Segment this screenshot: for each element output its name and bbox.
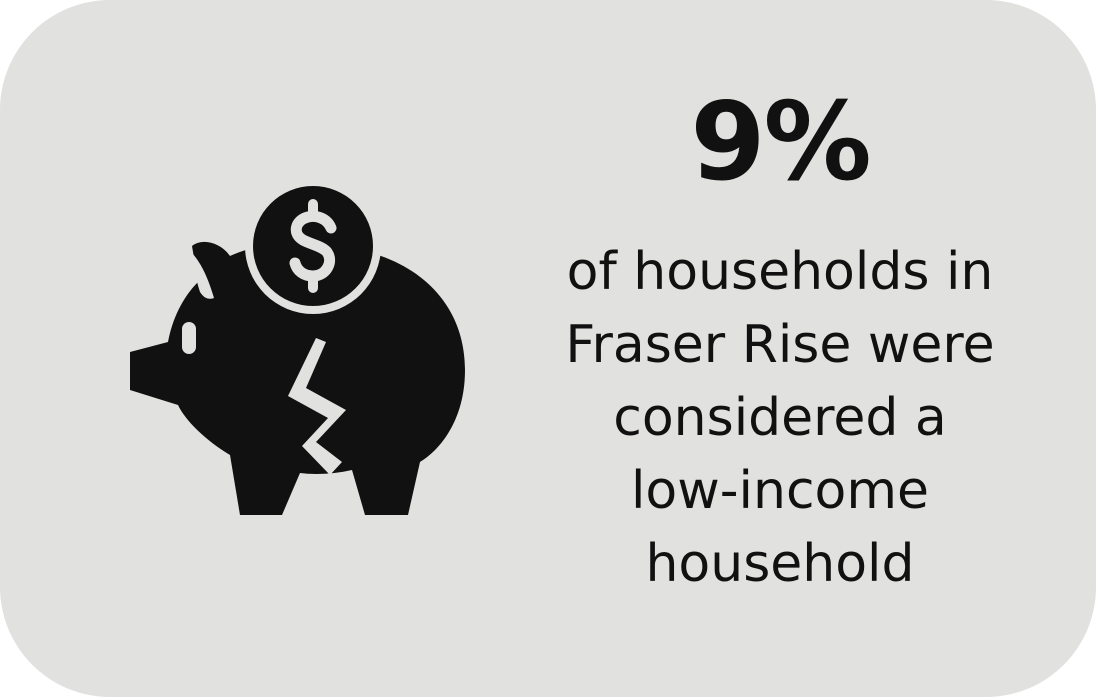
stat-value: 9% <box>690 80 871 205</box>
stat-description-line: of households in <box>566 242 994 302</box>
stat-description-line: low-income <box>630 461 929 521</box>
stat-description: of households in Fraser Rise were consid… <box>560 236 1000 601</box>
stat-description-line: considered a <box>613 388 947 448</box>
stat-description-line: household <box>645 534 915 594</box>
broken-piggy-bank-icon <box>120 170 480 530</box>
stat-description-line: Fraser Rise were <box>565 315 995 375</box>
